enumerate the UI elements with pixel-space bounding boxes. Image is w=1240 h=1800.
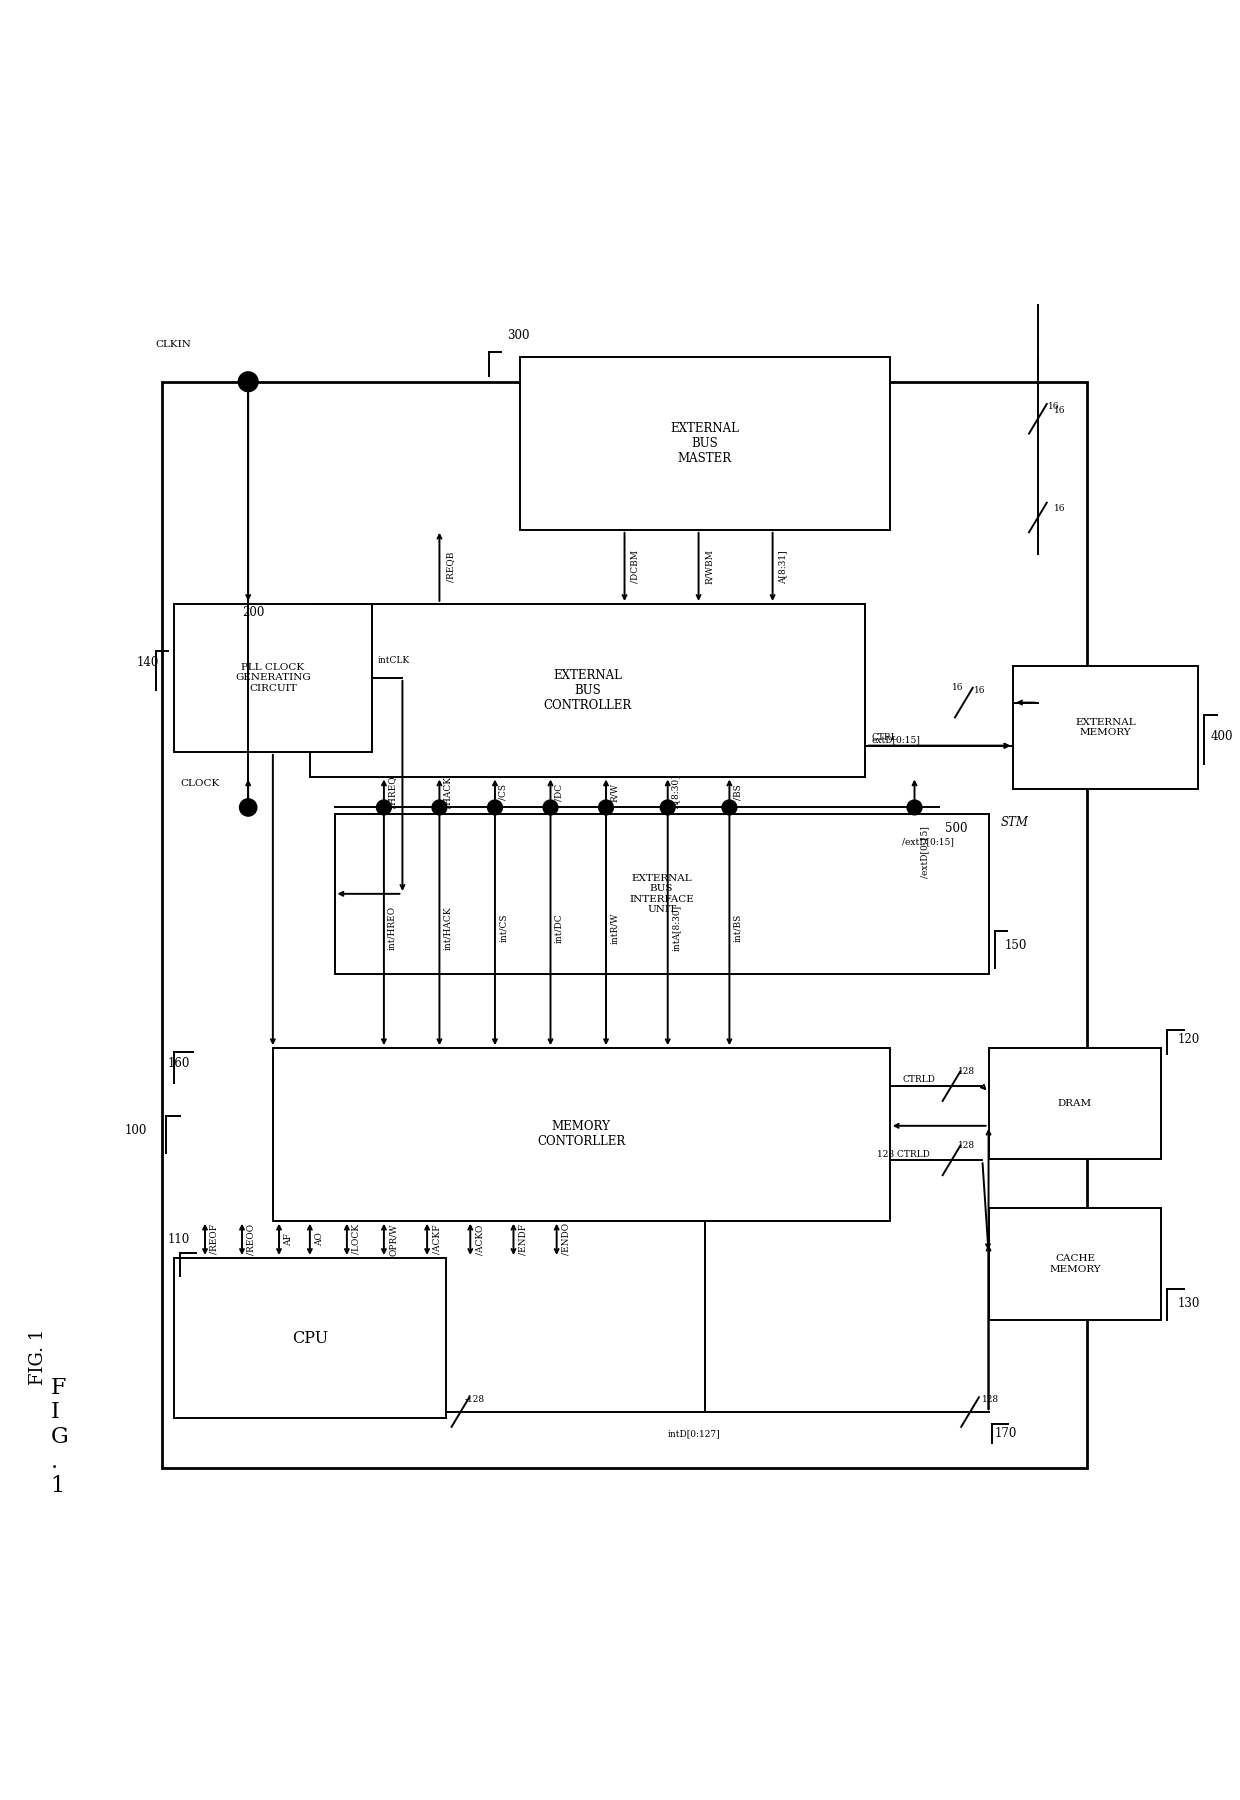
Text: /ACKF: /ACKF [432,1224,441,1255]
Text: G: G [51,1426,68,1447]
Text: A[8:30]: A[8:30] [671,776,681,808]
Bar [520,356,890,529]
Circle shape [661,799,675,815]
Circle shape [487,799,502,815]
Text: 100: 100 [125,1125,148,1138]
Text: 500: 500 [945,823,968,835]
Text: EXTERNAL
BUS
CONTROLLER: EXTERNAL BUS CONTROLLER [543,670,631,711]
Text: /HREQ: /HREQ [388,776,397,808]
Text: /ENDF: /ENDF [518,1224,527,1255]
Text: AF: AF [284,1233,293,1246]
Text: /BS: /BS [733,785,742,799]
Text: intD[0:127]: intD[0:127] [667,1429,720,1438]
Text: int/HACK: int/HACK [443,905,453,950]
Text: EXTERNAL
BUS
MASTER: EXTERNAL BUS MASTER [671,421,739,464]
Text: 110: 110 [167,1233,190,1246]
Bar [1013,666,1198,788]
Text: 150: 150 [1004,940,1027,952]
Text: PLL CLOCK
GENERATING
CIRCUIT: PLL CLOCK GENERATING CIRCUIT [236,662,311,693]
Bar [335,814,988,974]
Text: /HACK: /HACK [443,776,453,808]
Text: /extD[0:15]: /extD[0:15] [903,837,954,846]
Text: extD[0:15]: extD[0:15] [872,734,920,743]
Bar [988,1048,1162,1159]
Text: MEMORY
CONTORLLER: MEMORY CONTORLLER [537,1120,625,1148]
Text: int/CS: int/CS [498,914,507,941]
Text: /ENDO: /ENDO [562,1224,570,1255]
Text: 300: 300 [507,329,529,342]
Bar [310,603,866,776]
Text: CPU: CPU [291,1330,329,1346]
Text: CACHE
MEMORY: CACHE MEMORY [1049,1255,1101,1274]
Text: CLOCK: CLOCK [180,779,219,788]
Circle shape [722,799,737,815]
Text: CTRLD: CTRLD [903,1075,935,1084]
Text: /REOF: /REOF [210,1224,219,1255]
Bar [161,382,1087,1467]
Text: 130: 130 [1177,1298,1200,1310]
Text: /DC: /DC [554,783,563,801]
Text: 128: 128 [957,1067,975,1076]
Text: OPR/W: OPR/W [389,1222,398,1256]
Circle shape [238,373,258,392]
Circle shape [239,799,257,815]
Circle shape [599,799,614,815]
Text: int/HREO: int/HREO [388,905,397,950]
Text: 1: 1 [51,1476,64,1498]
Text: 160: 160 [167,1057,191,1069]
Text: EXTERNAL
MEMORY: EXTERNAL MEMORY [1075,718,1136,736]
Text: 16: 16 [1054,504,1065,513]
Text: intCLK: intCLK [378,655,410,664]
Text: 16: 16 [951,684,963,693]
Bar [273,1048,890,1220]
Text: 128 CTRLD: 128 CTRLD [878,1150,930,1159]
Text: A[8:31]: A[8:31] [779,551,787,583]
Bar [174,603,372,752]
Text: /DCBM: /DCBM [631,551,640,583]
Circle shape [432,799,446,815]
Text: I: I [51,1400,60,1424]
Text: CLKIN: CLKIN [156,340,191,349]
Text: 16: 16 [1054,405,1065,414]
Text: STM: STM [1001,815,1029,830]
Text: R/W: R/W [610,783,619,801]
Text: /REOO: /REOO [247,1224,255,1255]
Text: intA[8:30]: intA[8:30] [671,905,681,950]
Bar [174,1258,445,1418]
Text: int/DC: int/DC [554,913,563,943]
Text: DRAM: DRAM [1058,1100,1092,1109]
Text: 120: 120 [1177,1033,1199,1046]
Text: /REQB: /REQB [445,551,455,581]
Text: -128: -128 [464,1395,485,1404]
Text: int/BS: int/BS [733,914,742,941]
Circle shape [908,799,921,815]
Text: 140: 140 [138,655,160,668]
Text: intR/W: intR/W [610,913,619,943]
Text: F: F [51,1377,66,1399]
Text: /ACKO: /ACKO [475,1224,485,1255]
Text: AO: AO [315,1233,324,1246]
Text: .: . [51,1451,58,1472]
Text: /LOCK: /LOCK [352,1224,361,1255]
Text: FIG. 1: FIG. 1 [30,1328,47,1384]
Text: /CS: /CS [498,785,507,799]
Text: 400: 400 [1210,729,1233,743]
Text: 200: 200 [242,607,264,619]
Circle shape [377,799,392,815]
Text: CTRL: CTRL [872,733,897,742]
Text: 128: 128 [982,1395,999,1404]
Text: EXTERNAL
BUS
INTERFACE
UNIT: EXTERNAL BUS INTERFACE UNIT [629,873,694,914]
Text: 16: 16 [975,686,986,695]
Text: /extD[0:15]: /extD[0:15] [920,826,930,878]
Circle shape [543,799,558,815]
Text: 128: 128 [957,1141,975,1150]
Text: R/WBM: R/WBM [704,549,714,585]
Text: 170: 170 [994,1427,1017,1440]
Bar [988,1208,1162,1319]
Text: 16: 16 [1048,403,1060,412]
